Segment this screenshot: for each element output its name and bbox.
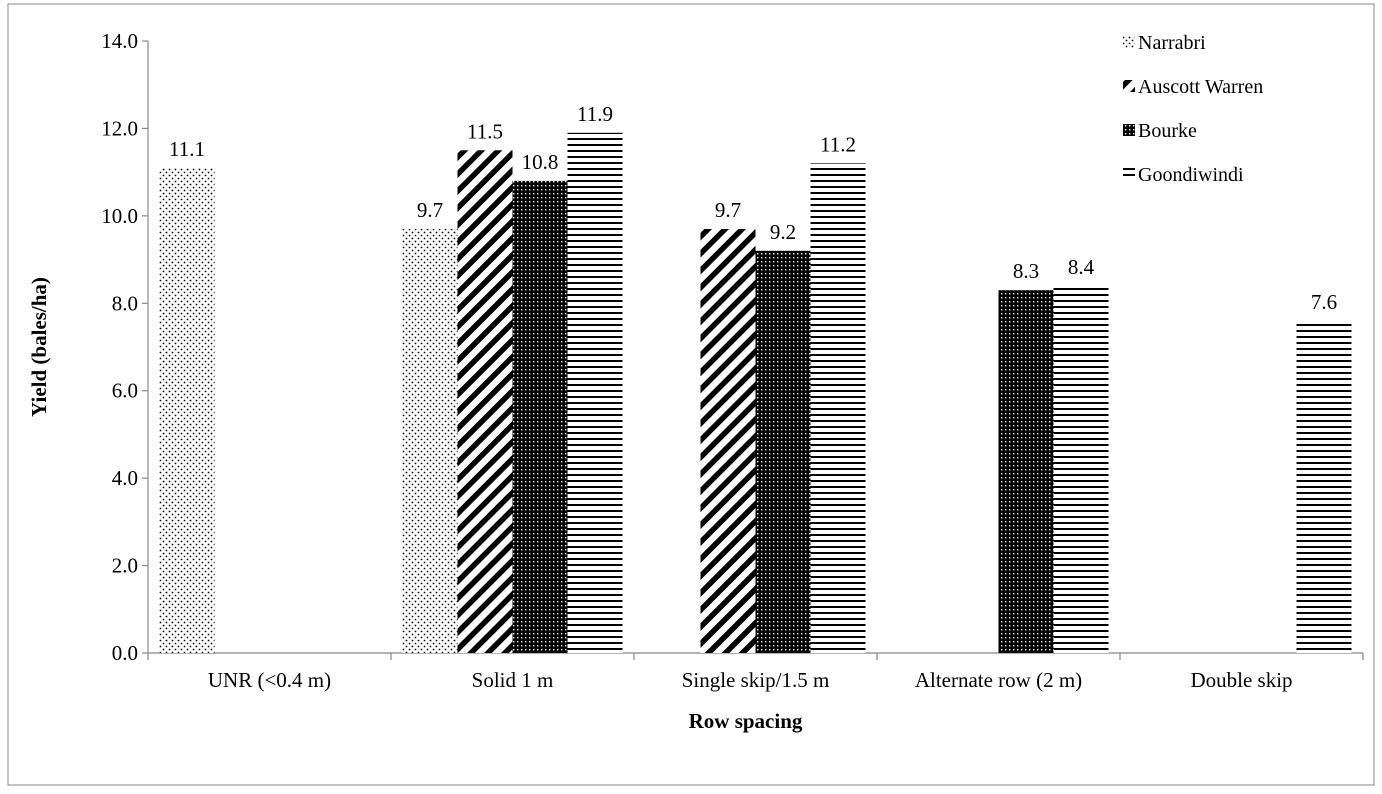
bar (1053, 285, 1109, 653)
y-tick-label: 4.0 (112, 466, 138, 490)
y-axis-title: Yield (bales/ha) (27, 277, 51, 417)
legend-item: Goondiwindi (1123, 164, 1244, 186)
data-label: 7.6 (1311, 290, 1337, 314)
legend-swatch (1123, 124, 1135, 136)
data-labels-group: 11.1 9.7 11.5 10.8 11.9 9.7 9.2 11.2 8.3 8.4 7.6 (169, 102, 1337, 314)
y-tick-label: 10.0 (101, 204, 138, 228)
legend: Narrabri Auscott Warren Bourke Goondiwindi (1123, 32, 1263, 186)
bar (512, 180, 568, 653)
bar (700, 228, 756, 653)
bar (998, 290, 1054, 653)
bar (402, 228, 458, 653)
legend-swatch (1123, 80, 1135, 92)
y-tick-label: 2.0 (112, 554, 138, 578)
bar (1296, 320, 1352, 653)
x-tick-label: Solid 1 m (472, 668, 554, 692)
data-label: 8.3 (1013, 259, 1039, 283)
legend-item: Bourke (1123, 120, 1197, 142)
x-axis: UNR (<0.4 m) Solid 1 m Single skip/1.5 m Al… (147, 652, 1364, 692)
data-label: 11.5 (467, 119, 503, 143)
legend-item: Auscott Warren (1123, 76, 1263, 98)
legend-item: Narrabri (1123, 32, 1206, 54)
chart-border (7, 3, 1375, 786)
bar (159, 167, 215, 653)
data-label: 11.9 (577, 102, 613, 126)
x-tick-label: UNR (<0.4 m) (208, 668, 331, 692)
x-axis-title: Row spacing (689, 709, 803, 733)
data-label: 9.2 (770, 220, 796, 244)
x-tick-label: Single skip/1.5 m (682, 668, 830, 692)
legend-label: Narrabri (1138, 32, 1206, 54)
legend-swatch (1123, 36, 1135, 48)
y-tick-label: 0.0 (112, 641, 138, 665)
bar (457, 150, 513, 654)
y-tick-label: 6.0 (112, 379, 138, 403)
y-tick-label: 12.0 (101, 116, 138, 140)
legend-swatch (1123, 168, 1135, 180)
data-label: 9.7 (715, 198, 741, 222)
x-tick-label: Double skip (1190, 668, 1292, 692)
bar (755, 250, 811, 654)
y-axis: 0.0 2.0 4.0 6.0 8.0 10.0 12.0 14.0 (101, 29, 149, 665)
bar (567, 132, 623, 654)
bar (810, 163, 866, 653)
data-label: 9.7 (417, 198, 443, 222)
data-label: 10.8 (522, 150, 559, 174)
bars-group (159, 132, 1352, 654)
y-tick-label: 8.0 (112, 291, 138, 315)
data-label: 8.4 (1068, 255, 1095, 279)
legend-label: Goondiwindi (1138, 164, 1244, 186)
legend-label: Bourke (1138, 120, 1197, 142)
data-label: 11.2 (820, 132, 856, 156)
y-tick-label: 14.0 (101, 29, 138, 53)
x-tick-label: Alternate row (2 m) (915, 668, 1082, 692)
data-label: 11.1 (169, 137, 205, 161)
legend-label: Auscott Warren (1138, 76, 1263, 98)
